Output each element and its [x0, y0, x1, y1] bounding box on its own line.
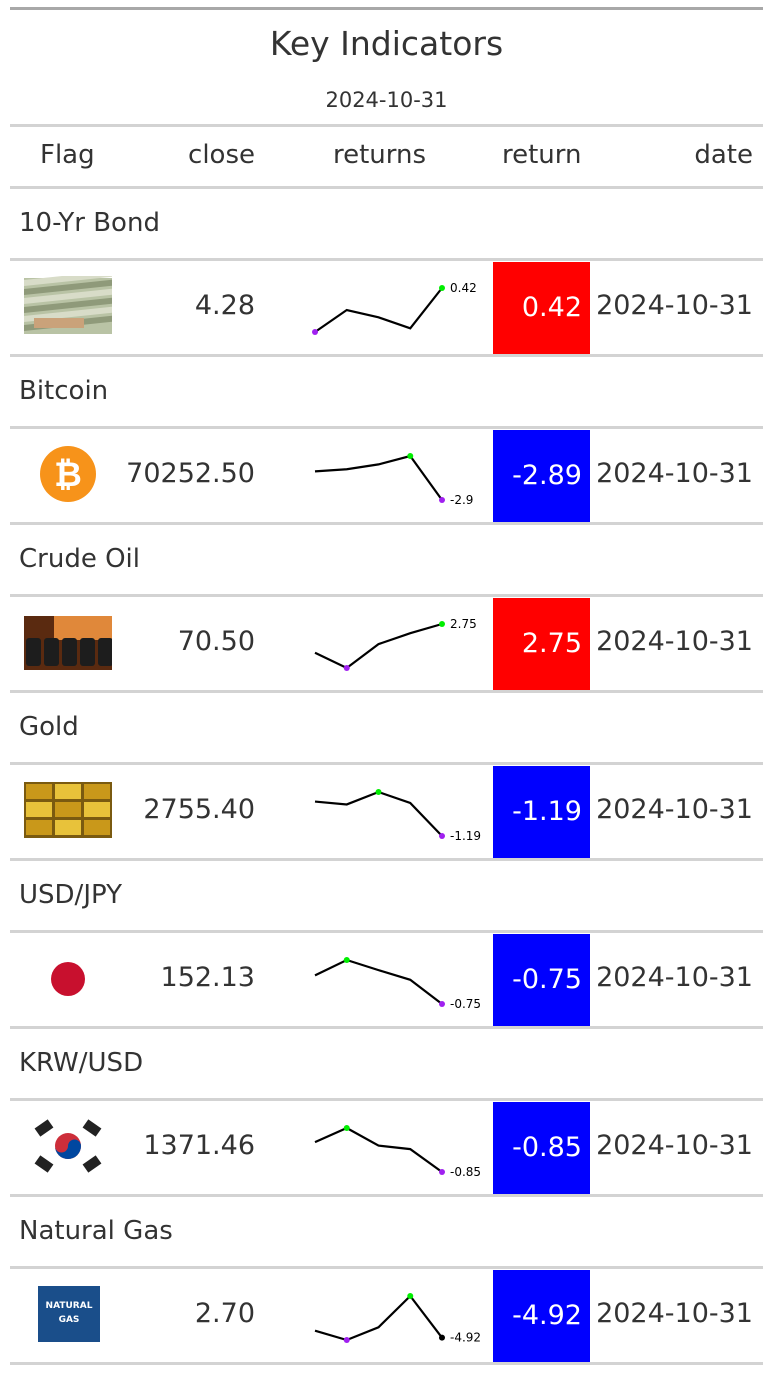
- date-value: 2024-10-31: [596, 1130, 753, 1161]
- date-value: 2024-10-31: [596, 794, 753, 825]
- svg-text:₿: ₿: [54, 455, 82, 495]
- close-value: 152.13: [160, 962, 255, 993]
- svg-text:-4.92: -4.92: [450, 1331, 481, 1345]
- table-row: 4.28 0.42 0.42 2024-10-31: [10, 262, 763, 358]
- date-value: 2024-10-31: [596, 1298, 753, 1329]
- table-row: ₿ 70252.50 -2.9 -2.89 2024-10-31: [10, 430, 763, 526]
- close-value: 2.70: [194, 1298, 255, 1329]
- return-value: -1.19: [493, 766, 590, 858]
- svg-text:-0.85: -0.85: [450, 1165, 481, 1179]
- crude-oil-barrels-icon: [24, 612, 116, 672]
- svg-text:-1.19: -1.19: [450, 829, 481, 843]
- group-separator: [10, 1098, 763, 1101]
- bitcoin-logo-icon: ₿: [24, 444, 112, 504]
- close-value: 70.50: [177, 626, 255, 657]
- return-value: -0.85: [493, 1102, 590, 1194]
- column-header-close: close: [188, 140, 255, 170]
- header-bottom-border: [10, 186, 763, 189]
- japan-flag-icon: [24, 948, 112, 1008]
- returns-sparkline: -4.92: [300, 1282, 500, 1354]
- close-value: 2755.40: [143, 794, 255, 825]
- returns-sparkline: -2.9: [300, 442, 500, 514]
- table-row: NATURAL GAS 2.70 -4.92 -4.92 2024-10-31: [10, 1270, 763, 1366]
- south-korea-flag-icon: [24, 1116, 112, 1176]
- header-top-border: [10, 124, 763, 127]
- return-value: -4.92: [493, 1270, 590, 1362]
- date-value: 2024-10-31: [596, 290, 753, 321]
- table-row: 2755.40 -1.19 -1.19 2024-10-31: [10, 766, 763, 862]
- row-separator: [10, 1362, 763, 1365]
- group-separator: [10, 594, 763, 597]
- row-separator: [10, 858, 763, 861]
- svg-text:-0.75: -0.75: [450, 997, 481, 1011]
- return-value: 2.75: [493, 598, 590, 690]
- group-label: USD/JPY: [19, 880, 122, 910]
- gold-bars-icon: [24, 780, 112, 840]
- row-separator: [10, 522, 763, 525]
- group-label: Natural Gas: [19, 1216, 173, 1246]
- group-label: KRW/USD: [19, 1048, 144, 1078]
- column-header-date: date: [694, 140, 753, 170]
- date-value: 2024-10-31: [596, 626, 753, 657]
- top-border: [10, 7, 763, 10]
- row-separator: [10, 1194, 763, 1197]
- returns-sparkline: 2.75: [300, 610, 500, 682]
- close-value: 1371.46: [143, 1130, 255, 1161]
- column-header-returns: returns: [333, 140, 427, 170]
- group-separator: [10, 930, 763, 933]
- returns-sparkline: 0.42: [300, 274, 500, 346]
- group-separator: [10, 1266, 763, 1269]
- group-separator: [10, 762, 763, 765]
- group-separator: [10, 426, 763, 429]
- table-row: 70.50 2.75 2.75 2024-10-31: [10, 598, 763, 694]
- column-header-flag: Flag: [40, 140, 95, 170]
- group-label: Crude Oil: [19, 544, 140, 574]
- svg-text:0.42: 0.42: [450, 281, 477, 295]
- return-value: -2.89: [493, 430, 590, 522]
- group-label: 10-Yr Bond: [19, 208, 160, 238]
- group-separator: [10, 258, 763, 261]
- table-row: 152.13 -0.75 -0.75 2024-10-31: [10, 934, 763, 1030]
- svg-text:2.75: 2.75: [450, 617, 477, 631]
- svg-text:NATURAL: NATURAL: [46, 1301, 93, 1311]
- group-label: Gold: [19, 712, 79, 742]
- date-value: 2024-10-31: [596, 458, 753, 489]
- column-header-return: return: [502, 140, 582, 170]
- row-separator: [10, 1026, 763, 1029]
- table-subtitle: 2024-10-31: [325, 88, 448, 112]
- svg-text:GAS: GAS: [59, 1315, 80, 1325]
- us-dollar-bills-icon: [24, 270, 112, 336]
- date-value: 2024-10-31: [596, 962, 753, 993]
- return-value: 0.42: [493, 262, 590, 354]
- natural-gas-icon: NATURAL GAS: [24, 1284, 112, 1344]
- returns-sparkline: -0.85: [300, 1114, 500, 1186]
- group-label: Bitcoin: [19, 376, 109, 406]
- return-value: -0.75: [493, 934, 590, 1026]
- row-separator: [10, 690, 763, 693]
- close-value: 4.28: [194, 290, 255, 321]
- table-row: 1371.46 -0.85 -0.85 2024-10-31: [10, 1102, 763, 1198]
- table-title: Key Indicators: [269, 24, 504, 63]
- returns-sparkline: -0.75: [300, 946, 500, 1018]
- svg-text:-2.9: -2.9: [450, 493, 473, 507]
- close-value: 70252.50: [126, 458, 255, 489]
- returns-sparkline: -1.19: [300, 778, 500, 850]
- row-separator: [10, 354, 763, 357]
